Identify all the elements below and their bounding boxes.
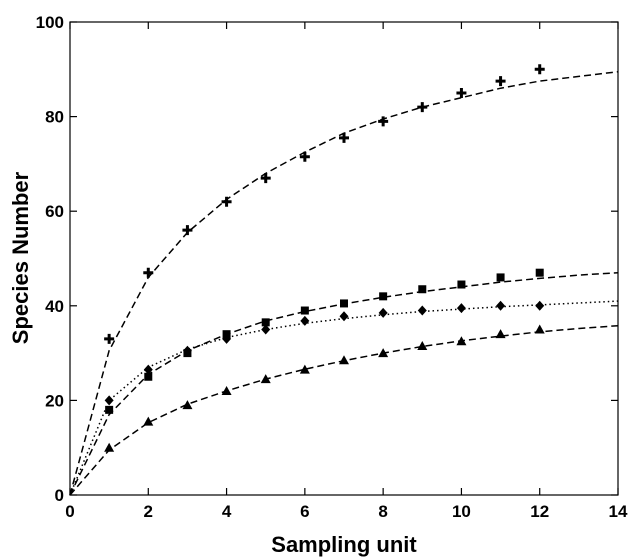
data-point-plus <box>378 116 389 127</box>
data-point-triangle <box>143 416 154 426</box>
data-point-diamond <box>456 303 466 314</box>
plot-frame <box>69 21 619 496</box>
axis-ticks: 0 2 4 6 8 10 12 14 0 20 40 60 80 100 <box>36 13 628 521</box>
x-axis-title: Sampling unit <box>271 532 417 557</box>
data-point-triangle <box>417 341 428 351</box>
data-point-diamond <box>104 395 114 406</box>
data-point-triangle <box>495 329 506 339</box>
data-point-square <box>105 405 114 414</box>
x-tick-label: 8 <box>378 502 387 521</box>
data-point-diamond <box>182 345 192 356</box>
y-tick-label: 80 <box>45 108 64 127</box>
data-point-plus <box>495 76 506 87</box>
data-point-diamond <box>222 333 232 344</box>
data-point-triangle <box>534 324 545 334</box>
data-point-square <box>144 372 153 381</box>
x-tick-label: 10 <box>452 502 471 521</box>
data-point-diamond <box>535 300 545 311</box>
data-point-plus <box>417 102 428 113</box>
y-tick-label: 100 <box>36 13 64 32</box>
x-tick-label: 12 <box>530 502 549 521</box>
data-point-square <box>300 306 309 315</box>
data-point-diamond <box>143 364 153 375</box>
data-point-plus <box>534 64 545 75</box>
data-point-diamond <box>417 305 427 316</box>
data-point-diamond <box>339 311 349 322</box>
fit-curve-diamond <box>69 300 619 496</box>
x-tick-label: 14 <box>609 502 628 521</box>
data-point-triangle <box>104 442 115 452</box>
data-point-plus <box>299 151 310 162</box>
fit-curve-triangle <box>69 324 619 496</box>
data-point-diamond <box>496 300 506 311</box>
y-tick-label: 20 <box>45 391 64 410</box>
data-point-triangle <box>339 355 349 365</box>
y-axis-title: Species Number <box>8 171 33 344</box>
data-point-plus <box>104 333 115 344</box>
data-point-square <box>457 280 466 289</box>
y-tick-label: 40 <box>45 297 64 316</box>
x-tick-label: 2 <box>144 502 153 521</box>
data-point-square <box>340 299 348 308</box>
y-tick-label: 60 <box>45 202 64 221</box>
data-point-plus <box>221 196 232 207</box>
data-point-triangle <box>456 336 467 346</box>
data-markers <box>104 64 545 452</box>
data-point-plus <box>260 173 271 184</box>
data-point-square <box>261 318 270 327</box>
data-point-plus <box>182 225 193 236</box>
data-point-triangle <box>221 385 232 395</box>
data-point-diamond <box>378 307 388 318</box>
data-point-plus <box>339 132 349 143</box>
data-point-triangle <box>299 364 310 374</box>
data-point-triangle <box>378 348 389 358</box>
x-tick-label: 4 <box>222 502 232 521</box>
x-tick-label: 0 <box>65 502 74 521</box>
data-point-diamond <box>300 315 310 326</box>
data-point-triangle <box>182 400 193 410</box>
data-point-square <box>496 273 505 282</box>
data-point-triangle <box>260 374 271 384</box>
data-point-square <box>379 292 388 301</box>
x-tick-label: 6 <box>300 502 309 521</box>
data-point-square <box>535 268 544 277</box>
data-point-square <box>418 285 427 294</box>
data-point-plus <box>456 87 467 98</box>
data-point-diamond <box>261 324 271 335</box>
data-point-plus <box>143 267 154 278</box>
y-tick-label: 0 <box>55 486 64 505</box>
